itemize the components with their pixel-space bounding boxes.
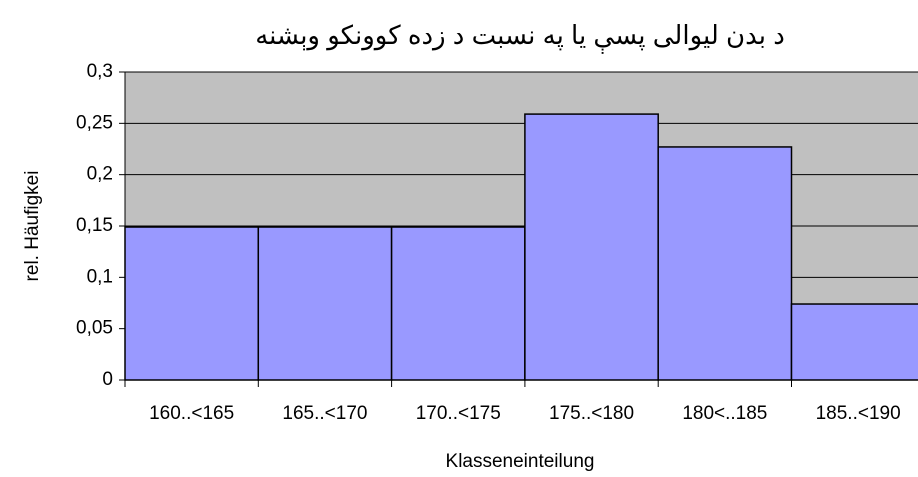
- bar: [657, 146, 793, 381]
- y-tick-label: 0,2: [87, 164, 113, 185]
- chart-title: د بدن ليوالی پسې يا په نسبت د زده كوونكو…: [255, 20, 785, 54]
- y-tick-label: 0,1: [87, 266, 113, 287]
- y-axis-label: rel. Häufigkei: [22, 171, 43, 282]
- bar: [257, 226, 393, 381]
- x-tick-label: 185..<190: [816, 403, 901, 424]
- x-axis-label: Klasseneinteilung: [446, 451, 595, 472]
- y-tick-label: 0,3: [87, 61, 113, 82]
- y-tick-label: 0,15: [76, 215, 113, 236]
- bar: [390, 226, 526, 381]
- bar: [790, 303, 918, 381]
- bar: [524, 113, 659, 381]
- bar: [124, 226, 260, 381]
- y-tick-label: 0: [102, 369, 113, 390]
- x-tick-label: 180<..185: [682, 403, 767, 424]
- x-tick-label: 165..<170: [282, 403, 367, 424]
- y-tick-label: 0,05: [76, 318, 113, 339]
- x-tick-label: 170..<175: [416, 403, 501, 424]
- y-tick-label: 0,25: [76, 112, 113, 133]
- x-tick-label: 175..<180: [549, 403, 634, 424]
- x-tick-label: 160..<165: [149, 403, 234, 424]
